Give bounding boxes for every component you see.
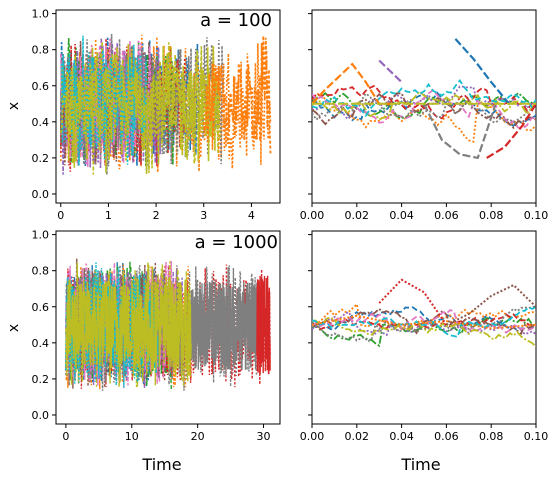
series-line [312,305,536,343]
series-line [454,38,510,105]
y-tick-label: 0.2 [32,152,50,165]
y-tick-label: 0.6 [32,80,50,93]
series-line [65,279,192,370]
x-tick-label: 0.06 [434,209,459,222]
y-tick-label: 0.4 [32,337,50,350]
series-group [59,33,272,175]
y-tick-label: 1.0 [32,229,50,242]
series-line [312,316,536,348]
y-tick-label: 0.8 [32,265,50,278]
series-line [312,88,536,130]
series-line [190,280,258,370]
series-traces [312,38,536,160]
x-tick-label: 0.10 [524,430,549,443]
panel-bottom-left: 0 10 20 30 0.0 0.2 0.4 0.6 0.8 1.0 a = 1000 x Tim… [6,229,281,474]
x-tick-label: 0.06 [434,430,459,443]
series-line [378,278,448,326]
annotation-label: a = 100 [200,10,272,31]
axes: 0 10 20 30 0.0 0.2 0.4 0.6 0.8 1.0 [32,229,271,443]
series-line [256,275,271,375]
x-tick-label: 0.00 [300,209,325,222]
x-tick-label: 0.04 [389,209,414,222]
x-axis-label: Time [400,455,440,474]
series-line [312,305,536,338]
series-line [312,84,536,120]
series-line [60,35,148,166]
x-tick-label: 2 [153,209,160,222]
x-tick-label: 3 [200,209,207,222]
y-tick-label: 0.0 [32,188,50,201]
series-line [60,38,153,167]
y-tick-label: 0.6 [32,301,50,314]
series-group [312,278,536,348]
series-line [202,35,272,154]
x-tick-label: 0.08 [479,209,504,222]
series-line [312,313,536,331]
x-tick-label: 0.02 [345,430,370,443]
x-axis-label: Time [141,455,181,474]
series-traces [312,278,536,348]
series-line [312,78,536,118]
y-tick-label: 1.0 [32,8,50,21]
series-traces [65,258,271,391]
y-axis-label: x [6,324,22,332]
x-tick-label: 0.10 [524,209,549,222]
series-group [65,258,271,391]
x-tick-label: 30 [257,430,271,443]
panel-top-left: 0 1 2 3 4 0.0 0.2 0.4 0.6 0.8 1.0 a = 100 x [6,8,281,222]
series-group [312,38,536,160]
x-tick-label: 0 [62,430,69,443]
series-line [312,307,536,336]
series-line [486,103,536,159]
series-line [60,33,224,175]
axes: 0 1 2 3 4 0.0 0.2 0.4 0.6 0.8 1.0 [32,8,255,222]
x-tick-label: 20 [191,430,205,443]
axes: 0.00 0.02 0.04 0.06 0.08 0.10 [300,234,549,443]
x-tick-label: 0.02 [345,209,370,222]
y-tick-label: 0.2 [32,373,50,386]
x-tick-label: 0.04 [389,430,414,443]
x-tick-label: 4 [248,209,255,222]
series-line [312,314,536,330]
series-line [378,59,403,83]
x-tick-label: 1 [105,209,112,222]
y-tick-label: 0.0 [32,409,50,422]
x-tick-label: 0 [57,209,64,222]
x-tick-label: 10 [125,430,139,443]
y-axis-label: x [6,102,22,110]
axes: 0.00 0.02 0.04 0.06 0.08 0.10 [300,13,549,222]
y-tick-label: 0.4 [32,116,50,129]
series-line [423,103,497,160]
panel-bottom-right: 0.00 0.02 0.04 0.06 0.08 0.10 Time [300,230,549,474]
annotation-label: a = 1000 [195,232,278,253]
series-traces [59,33,272,175]
series-line [312,90,536,121]
series-line [445,283,536,326]
y-tick-label: 0.8 [32,44,50,57]
series-line [60,37,162,175]
x-tick-label: 0.08 [479,430,504,443]
x-tick-label: 0.00 [300,430,325,443]
panel-top-right: 0.00 0.02 0.04 0.06 0.08 0.10 [300,9,549,222]
